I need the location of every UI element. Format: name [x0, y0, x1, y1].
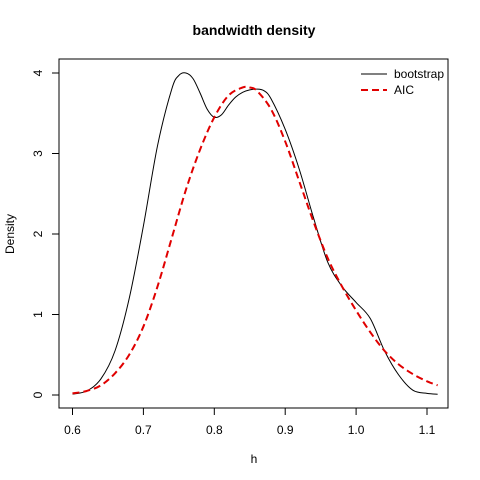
x-tick-label: 0.6 [64, 423, 81, 437]
chart-title: bandwidth density [193, 22, 316, 38]
x-tick-label: 0.8 [206, 423, 223, 437]
plot-area [58, 58, 449, 409]
y-tick-label: 3 [31, 150, 45, 157]
y-tick-label: 4 [31, 69, 45, 76]
y-tick-label: 2 [31, 230, 45, 237]
legend-label-aic: AIC [394, 83, 414, 97]
y-axis-label: Density [3, 214, 17, 254]
x-tick-label: 1.1 [419, 423, 436, 437]
x-tick-label: 0.9 [277, 423, 294, 437]
series-line-bootstrap [72, 72, 438, 395]
y-tick-label: 1 [31, 311, 45, 318]
series-layer [72, 72, 438, 395]
x-axis-label: h [251, 452, 258, 466]
x-axis: 0.6 0.7 0.8 0.9 1.0 1.1 [64, 407, 436, 437]
plot-box [58, 58, 449, 409]
legend: bootstrap AIC [361, 67, 444, 97]
series-line-aic [72, 85, 438, 395]
x-tick-label: 1.0 [348, 423, 365, 437]
x-tick-label: 0.7 [135, 423, 152, 437]
legend-label-bootstrap: bootstrap [394, 67, 444, 81]
y-axis: 0 1 2 3 4 [31, 69, 60, 398]
y-tick-label: 0 [31, 391, 45, 398]
